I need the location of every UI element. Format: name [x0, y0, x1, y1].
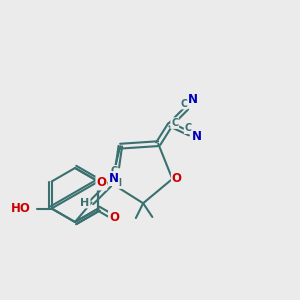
- Text: H: H: [80, 197, 89, 208]
- Text: C: C: [180, 99, 187, 109]
- Text: H: H: [113, 178, 122, 188]
- Text: C: C: [171, 118, 178, 128]
- Text: C: C: [184, 123, 192, 133]
- Text: O: O: [109, 211, 119, 224]
- Text: N: N: [188, 93, 198, 106]
- Text: C: C: [110, 166, 117, 176]
- Text: N: N: [192, 130, 202, 143]
- Text: HO: HO: [11, 202, 31, 215]
- Text: O: O: [172, 172, 182, 185]
- Text: O: O: [96, 176, 106, 190]
- Text: N: N: [109, 172, 119, 185]
